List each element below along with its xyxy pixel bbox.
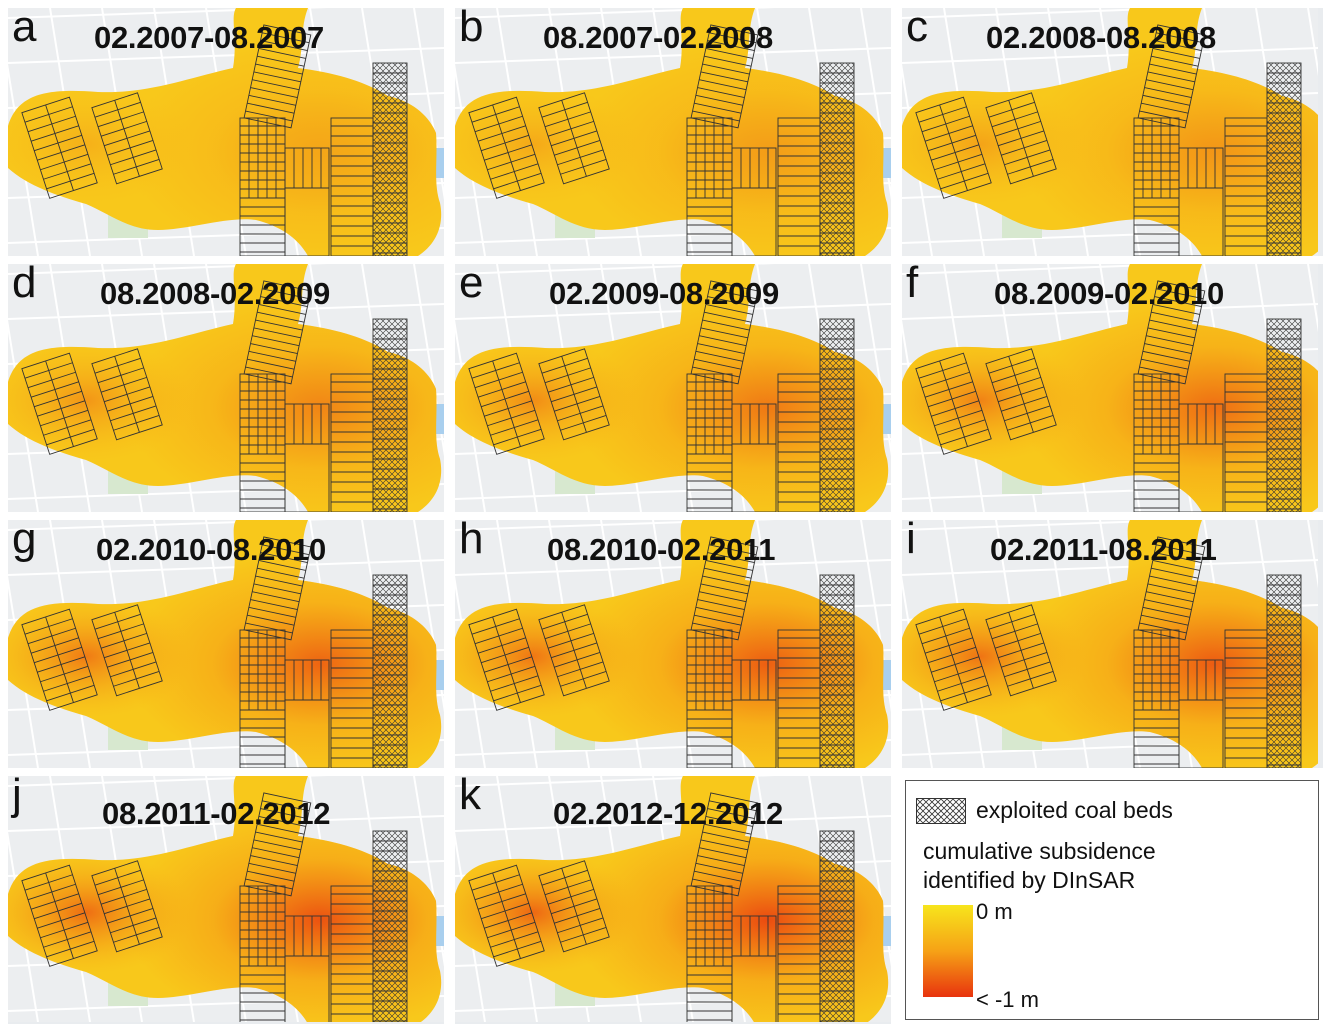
subsidence-map [8,264,444,512]
period-label: 02.2011-08.2011 [990,532,1217,567]
period-label: 02.2010-08.2010 [96,532,326,567]
map-panel-c: c 02.2008-08.2008 [902,8,1323,256]
panel-letter: j [12,776,22,819]
subsidence-map [8,8,444,256]
subsidence-map [455,264,891,512]
legend-title: cumulative subsidence identified by DInS… [923,837,1303,895]
period-label: 08.2010-02.2011 [547,532,776,567]
subsidence-map [8,776,444,1022]
panel-letter: e [459,264,484,307]
period-label: 08.2011-02.2012 [102,796,331,831]
subsidence-map [8,520,444,768]
panel-letter: h [459,520,484,563]
crosshatch-swatch-icon [916,798,966,824]
panel-letter: i [906,520,916,563]
panel-letter: c [906,8,928,51]
subsidence-map [455,8,891,256]
map-panel-h: h 08.2010-02.2011 [455,520,891,768]
legend: exploited coal beds cumulative subsidenc… [905,780,1319,1020]
map-panel-j: j 08.2011-02.2012 [8,776,444,1024]
panel-letter: d [12,264,37,307]
period-label: 02.2012-12.2012 [553,796,783,831]
legend-title-line: identified by DInSAR [923,867,1136,893]
legend-title-line: cumulative subsidence [923,838,1156,864]
period-label: 02.2009-08.2009 [549,276,779,311]
map-panel-k: k 02.2012-12.2012 [455,776,891,1024]
scale-bottom-label: < -1 m [976,987,1039,1012]
period-label: 08.2009-02.2010 [994,276,1224,311]
subsidence-map [455,520,891,768]
legend-hatch-label: exploited coal beds [976,797,1173,823]
panel-letter: f [906,264,919,307]
map-panel-i: i 02.2011-08.2011 [902,520,1323,768]
subsidence-map [455,776,891,1022]
panel-letter: k [459,776,481,819]
period-label: 08.2008-02.2009 [100,276,330,311]
map-panel-g: g 02.2010-08.2010 [8,520,444,768]
subsidence-map [902,8,1318,256]
period-label: 02.2007-08.2007 [94,20,324,55]
map-panel-b: b 08.2007-02.2008 [455,8,891,256]
period-label: 08.2007-02.2008 [543,20,773,55]
panel-letter: g [12,520,37,563]
color-ramp [923,905,973,997]
scale-top-label: 0 m [976,899,1013,924]
map-panel-f: f 08.2009-02.2010 [902,264,1323,512]
panel-letter: a [12,8,37,51]
subsidence-map [902,264,1318,512]
panel-letter: b [459,8,484,51]
map-panel-d: d 08.2008-02.2009 [8,264,444,512]
subsidence-map [902,520,1318,768]
map-panel-e: e 02.2009-08.2009 [455,264,891,512]
map-panel-a: a 02.2007-08.2007 [8,8,444,256]
period-label: 02.2008-08.2008 [986,20,1216,55]
